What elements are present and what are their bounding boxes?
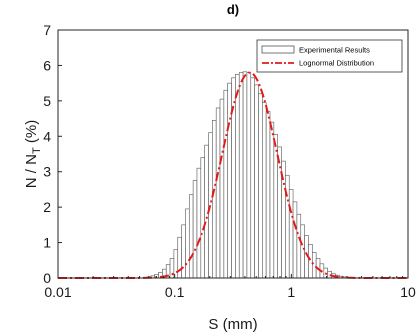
y-axis-title-subscript: T bbox=[31, 147, 43, 154]
histogram-bar bbox=[250, 77, 255, 279]
legend-swatch-experimental bbox=[261, 45, 295, 54]
histogram-bar bbox=[265, 111, 271, 279]
y-tick-label: 7 bbox=[43, 22, 51, 38]
histogram-bar bbox=[223, 89, 229, 279]
histogram-bar bbox=[212, 120, 217, 279]
plot-frame bbox=[57, 29, 409, 279]
x-axis-title: S (mm) bbox=[208, 316, 257, 333]
histogram-bar bbox=[215, 107, 221, 279]
y-tick-label: 5 bbox=[43, 93, 51, 109]
histogram-bar bbox=[292, 201, 298, 279]
x-tick-label: 10 bbox=[400, 284, 416, 300]
histogram-bar bbox=[296, 213, 302, 279]
histogram-bar bbox=[185, 208, 190, 279]
histogram-bar bbox=[235, 73, 240, 279]
y-axis-title: N / NT (%) bbox=[23, 120, 43, 188]
y-axis: 0 1 2 3 4 5 6 7 bbox=[43, 22, 62, 286]
legend-label-experimental: Experimental Results bbox=[299, 46, 370, 55]
histogram-bar bbox=[246, 72, 252, 279]
histogram-bar bbox=[262, 102, 267, 279]
x-tick-label: 0.01 bbox=[44, 284, 71, 300]
histogram-bar bbox=[288, 189, 294, 279]
y-tick-label: 6 bbox=[43, 57, 51, 73]
legend: Experimental Results Lognormal Distribut… bbox=[256, 39, 403, 73]
histogram-bar bbox=[173, 249, 179, 279]
x-tick-label: 0.1 bbox=[165, 284, 185, 300]
histogram-bar bbox=[181, 224, 186, 279]
histogram-bar bbox=[269, 121, 275, 279]
y-tick-label: 2 bbox=[43, 199, 51, 215]
histogram-bar bbox=[192, 180, 198, 279]
histogram-bar bbox=[238, 72, 244, 279]
y-tick-label: 4 bbox=[43, 128, 51, 144]
histogram-bar bbox=[311, 252, 317, 279]
histogram-bar bbox=[196, 167, 202, 279]
histogram-bar bbox=[254, 84, 259, 279]
histogram-bar bbox=[308, 244, 313, 279]
histogram-bar bbox=[242, 71, 248, 279]
x-tick-label: 1 bbox=[287, 284, 295, 300]
histogram-bar bbox=[300, 224, 305, 279]
y-tick-label: 0 bbox=[43, 270, 51, 286]
x-axis: 0.01 0.1 1 10 bbox=[44, 274, 416, 300]
histogram-bar bbox=[200, 157, 205, 279]
legend-box bbox=[256, 39, 403, 73]
histogram-bar bbox=[219, 98, 225, 279]
y-tick-label: 1 bbox=[43, 235, 51, 251]
chart-title: d) bbox=[227, 2, 239, 17]
y-tick-label: 3 bbox=[43, 164, 51, 180]
histogram-bar bbox=[258, 93, 263, 279]
y-axis-title-main: N / N bbox=[23, 154, 40, 188]
legend-label-lognormal: Lognormal Distribution bbox=[299, 59, 374, 68]
y-axis-title-unit: (%) bbox=[23, 120, 40, 148]
histogram-bar bbox=[188, 194, 194, 279]
